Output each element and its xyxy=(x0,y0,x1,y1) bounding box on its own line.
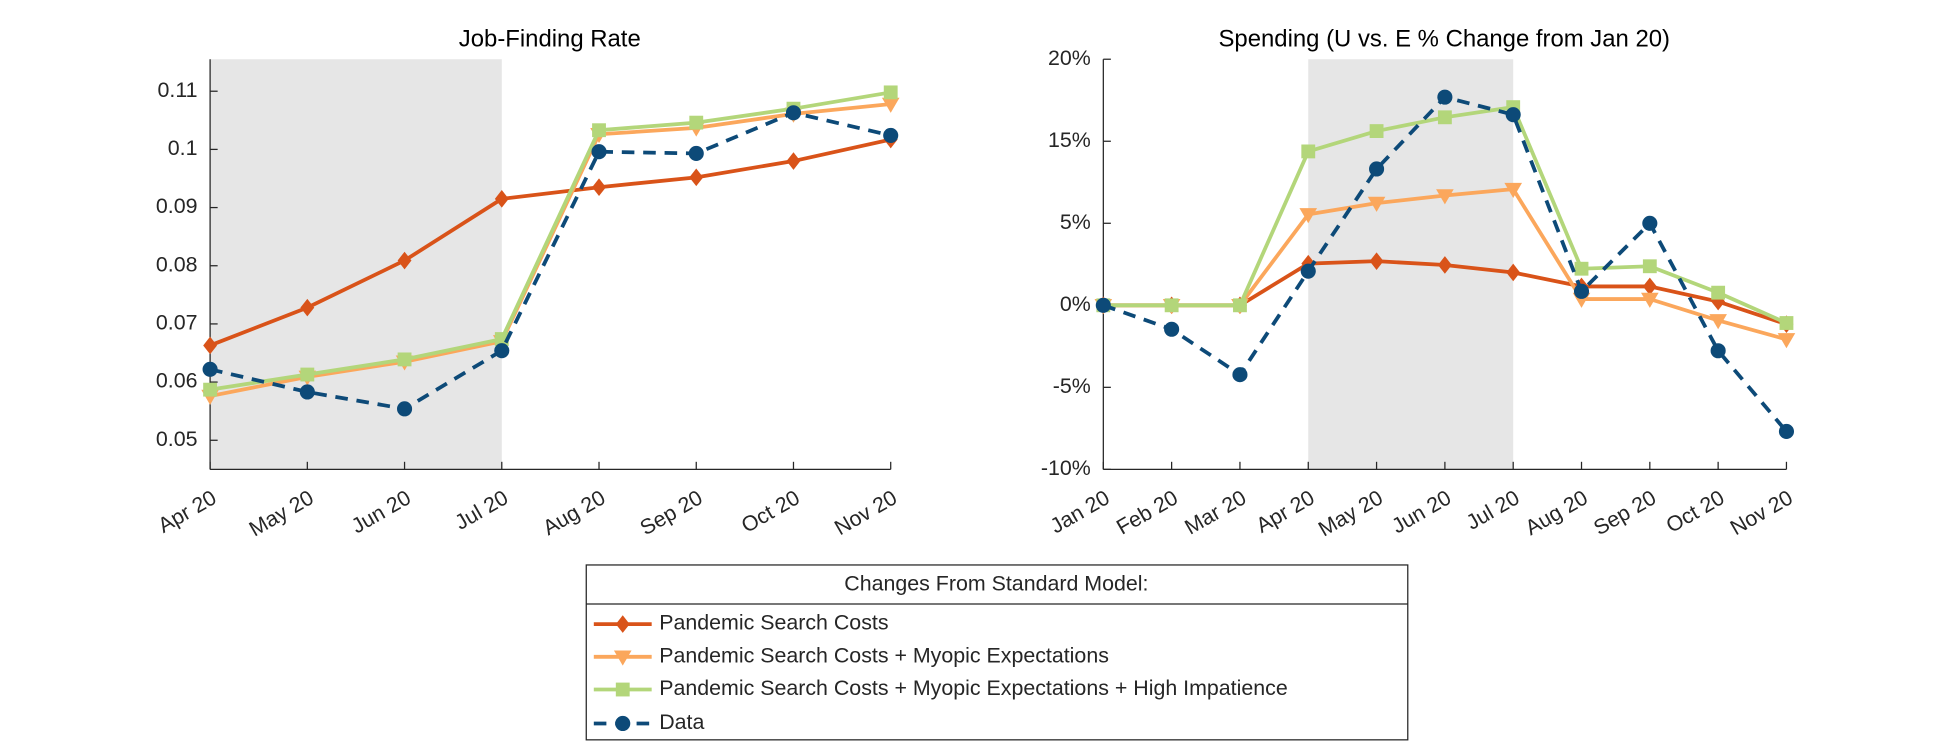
marker xyxy=(1232,367,1248,383)
y-tick-label: -5% xyxy=(1053,374,1091,398)
marker xyxy=(689,115,704,130)
marker xyxy=(1506,263,1521,282)
y-tick-label: 5% xyxy=(1060,210,1091,234)
marker xyxy=(613,650,632,666)
marker xyxy=(494,343,510,359)
chart-title: Spending (U vs. E % Change from Jan 20) xyxy=(1219,26,1671,53)
marker xyxy=(1711,285,1726,300)
marker xyxy=(1504,182,1523,198)
marker xyxy=(494,332,509,346)
marker xyxy=(1369,124,1384,138)
marker xyxy=(883,85,898,100)
marker xyxy=(615,715,631,732)
marker xyxy=(397,352,412,367)
marker xyxy=(1573,283,1590,299)
marker xyxy=(1437,256,1452,274)
marker xyxy=(202,361,218,377)
marker xyxy=(299,384,315,400)
legend-box xyxy=(585,564,1409,741)
marker xyxy=(1095,297,1111,313)
y-tick-label: -10% xyxy=(1041,456,1091,480)
chart-title: Job-Finding Rate xyxy=(459,26,641,53)
legend-label: Pandemic Search Costs + Myopic Expectati… xyxy=(659,643,1109,667)
y-tick-label: 0% xyxy=(1060,292,1091,316)
marker xyxy=(1778,423,1794,440)
marker xyxy=(1709,314,1727,330)
marker xyxy=(1436,189,1454,205)
y-tick-label: 20% xyxy=(1048,46,1091,70)
marker xyxy=(1164,298,1179,313)
marker xyxy=(881,97,900,113)
y-tick-label: 0.09 xyxy=(156,194,198,218)
marker xyxy=(397,401,413,417)
y-tick-label: 0.06 xyxy=(156,369,198,393)
marker xyxy=(689,168,704,187)
series-line xyxy=(209,90,892,392)
marker xyxy=(1301,144,1316,159)
series-line xyxy=(209,110,892,411)
marker xyxy=(688,145,704,162)
y-tick-label: 0.07 xyxy=(156,311,198,335)
marker xyxy=(1369,252,1384,270)
series-line xyxy=(209,137,892,348)
marker xyxy=(1505,107,1521,123)
marker xyxy=(592,123,606,138)
y-tick-label: 0.1 xyxy=(168,136,198,160)
marker xyxy=(1437,110,1452,125)
legend-label: Pandemic Search Costs + Myopic Expectati… xyxy=(659,676,1288,700)
y-tick-label: 0.11 xyxy=(158,78,198,102)
marker xyxy=(785,105,802,121)
marker xyxy=(1710,343,1726,359)
marker xyxy=(1233,298,1247,313)
marker xyxy=(1299,208,1318,224)
marker xyxy=(494,190,509,208)
shaded-region xyxy=(210,59,502,470)
marker xyxy=(1779,316,1794,330)
legend-label: Data xyxy=(659,710,704,734)
y-tick-label: 15% xyxy=(1048,128,1091,152)
legend-title: Changes From Standard Model: xyxy=(844,572,1148,596)
marker xyxy=(1711,292,1726,311)
marker xyxy=(1574,261,1589,276)
marker xyxy=(300,298,315,317)
marker xyxy=(203,382,218,397)
marker xyxy=(1164,321,1180,337)
y-tick-label: 0.08 xyxy=(156,252,198,276)
marker xyxy=(1642,259,1657,274)
marker xyxy=(300,367,315,382)
marker xyxy=(1641,292,1659,308)
marker xyxy=(1369,161,1385,177)
marker xyxy=(883,127,899,143)
marker xyxy=(1300,263,1316,279)
marker xyxy=(615,682,630,697)
marker xyxy=(1642,277,1657,296)
marker xyxy=(1367,196,1386,212)
legend-label: Pandemic Search Costs xyxy=(659,611,888,635)
marker xyxy=(591,144,607,160)
marker xyxy=(1777,333,1796,349)
marker xyxy=(1642,215,1658,231)
y-tick-label: 0.05 xyxy=(156,427,198,451)
marker xyxy=(1437,89,1453,105)
